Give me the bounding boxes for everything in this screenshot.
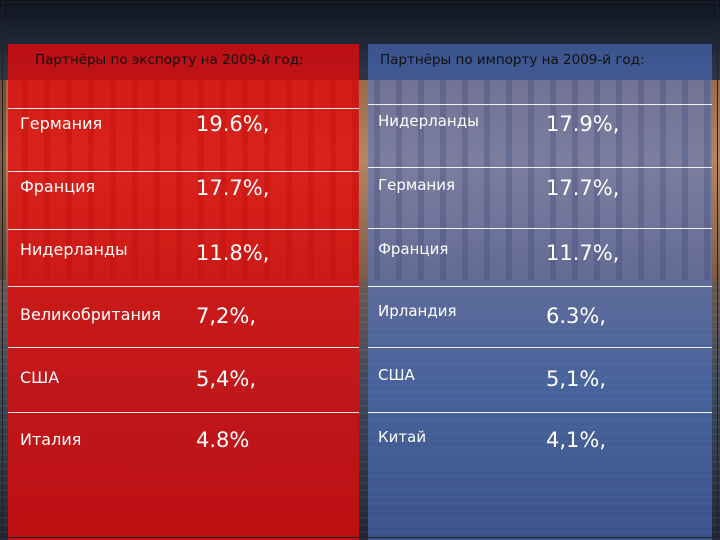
import-country: Китай [378,428,427,446]
import-country: Германия [378,176,455,194]
export-row-divider [8,286,359,287]
export-heading: Партнёры по экспорту на 2009-й год: [35,52,304,68]
import-row-divider [368,167,712,168]
import-value: 17.9%, [546,112,620,136]
import-country: Нидерланды [378,112,479,130]
import-row-divider [368,286,712,287]
import-value: 6.3%, [546,304,607,328]
import-heading: Партнёры по импорту на 2009-й год: [380,52,645,68]
export-country: Нидерланды [20,240,128,259]
import-country: Ирландия [378,302,457,320]
import-country: США [378,366,415,384]
export-country: Франция [20,177,96,196]
export-value: 11.8%, [196,241,270,265]
import-value: 4,1%, [546,428,607,452]
export-value: 17.7%, [196,176,270,200]
export-row-divider [8,171,359,172]
export-row-divider [8,412,359,413]
export-panel [8,44,359,540]
import-row-divider [368,347,712,348]
export-country: США [20,368,60,387]
import-value: 17.7%, [546,176,620,200]
import-row-divider [368,412,712,413]
export-value: 4.8% [196,428,250,452]
export-country: Великобритания [20,305,161,324]
import-panel [368,44,712,540]
export-row-divider [8,347,359,348]
export-country: Германия [20,114,103,133]
export-value: 7,2%, [196,304,257,328]
export-value: 19.6%, [196,112,270,136]
export-row-divider [8,229,359,230]
export-value: 5,4%, [196,367,257,391]
import-value: 5,1%, [546,367,607,391]
import-value: 11.7%, [546,241,620,265]
import-row-divider [368,228,712,229]
import-country: Франция [378,240,449,258]
export-row-divider [8,108,359,109]
export-country: Италия [20,430,82,449]
import-row-divider [368,104,712,105]
